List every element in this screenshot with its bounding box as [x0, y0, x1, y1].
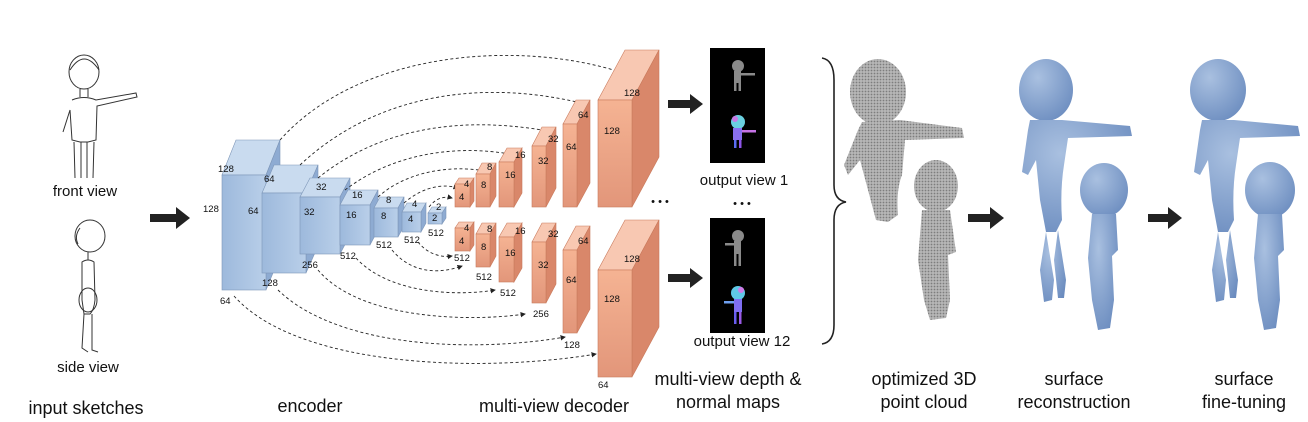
svg-text:128: 128: [218, 164, 234, 175]
encoder-dims: 128 128 64 64 64 128 32 32 256 16 16 512…: [203, 164, 444, 307]
output-ellipsis: • • •: [733, 198, 751, 210]
svg-text:64: 64: [566, 275, 577, 286]
svg-text:64: 64: [220, 296, 231, 307]
svg-text:64: 64: [578, 236, 589, 247]
finetune-label-line2: fine-tuning: [1202, 392, 1286, 412]
svg-text:4: 4: [464, 179, 469, 190]
normal-map-1: [731, 115, 756, 148]
side-view-sketch: [74, 219, 106, 353]
point-cloud: [844, 59, 964, 320]
svg-text:32: 32: [304, 207, 315, 218]
svg-text:4: 4: [459, 192, 464, 203]
decoder-ellipsis: • • •: [651, 196, 669, 208]
output-view-1: [710, 48, 765, 163]
svg-text:16: 16: [505, 248, 516, 259]
side-view-label: side view: [57, 359, 119, 376]
front-view-sketch: [62, 54, 138, 179]
output-view-1-label: output view 1: [700, 172, 788, 189]
svg-text:16: 16: [515, 226, 526, 237]
svg-text:16: 16: [352, 190, 363, 201]
svg-text:32: 32: [538, 156, 549, 167]
surface-reconstruction-mesh: [1019, 59, 1132, 330]
svg-text:512: 512: [476, 272, 492, 283]
svg-text:128: 128: [624, 88, 640, 99]
decoder-bottom: [454, 219, 660, 378]
decoder-label: multi-view decoder: [479, 396, 629, 416]
svg-text:4: 4: [459, 236, 464, 247]
svg-text:128: 128: [624, 254, 640, 265]
svg-text:512: 512: [404, 235, 420, 246]
arrow-to-finetune: [1148, 207, 1182, 229]
point-cloud-label-line1: optimized 3D: [871, 369, 976, 389]
svg-text:16: 16: [505, 170, 516, 181]
svg-text:512: 512: [454, 253, 470, 264]
depth-map-1: [732, 60, 755, 91]
skip-connections: [233, 55, 621, 364]
svg-text:512: 512: [376, 240, 392, 251]
grouping-brace: [821, 57, 847, 345]
decoder-bottom-dims: 4 4 8 8 16 16 32 32 64 64 128 128 512 51…: [454, 223, 640, 391]
svg-text:8: 8: [487, 224, 492, 235]
svg-text:512: 512: [428, 228, 444, 239]
svg-text:128: 128: [203, 204, 219, 215]
svg-text:256: 256: [533, 309, 549, 320]
svg-text:4: 4: [412, 199, 417, 210]
svg-text:8: 8: [381, 211, 386, 222]
svg-text:32: 32: [548, 134, 559, 145]
svg-text:128: 128: [604, 294, 620, 305]
svg-text:8: 8: [481, 242, 486, 253]
svg-text:64: 64: [598, 380, 609, 391]
svg-text:16: 16: [515, 150, 526, 161]
arrow-to-output-1: [668, 94, 703, 114]
input-sketches-label: input sketches: [28, 398, 143, 418]
svg-text:128: 128: [564, 340, 580, 351]
output-view-12: [710, 218, 765, 333]
surface-label-line1: surface: [1044, 369, 1103, 389]
arrow-to-encoder: [150, 207, 190, 229]
svg-text:4: 4: [464, 223, 469, 234]
svg-text:32: 32: [548, 229, 559, 240]
svg-text:256: 256: [302, 260, 318, 271]
svg-text:8: 8: [481, 180, 486, 191]
svg-text:512: 512: [340, 251, 356, 262]
arrow-to-surface: [968, 207, 1004, 229]
svg-text:8: 8: [386, 195, 391, 206]
svg-text:2: 2: [436, 202, 441, 213]
svg-text:128: 128: [604, 126, 620, 137]
svg-text:32: 32: [316, 182, 327, 193]
svg-text:2: 2: [432, 213, 437, 224]
svg-text:512: 512: [500, 288, 516, 299]
output-view-12-label: output view 12: [694, 333, 791, 350]
svg-text:64: 64: [248, 206, 259, 217]
svg-text:64: 64: [566, 142, 577, 153]
svg-text:4: 4: [408, 214, 413, 225]
surface-finetuning-mesh: [1190, 59, 1300, 330]
svg-text:16: 16: [346, 210, 357, 221]
encoder: [221, 139, 447, 291]
maps-label-line2: normal maps: [676, 392, 780, 412]
svg-text:64: 64: [264, 174, 275, 185]
svg-text:32: 32: [538, 260, 549, 271]
encoder-label: encoder: [277, 396, 342, 416]
svg-text:8: 8: [487, 162, 492, 173]
finetune-label-line1: surface: [1214, 369, 1273, 389]
normal-map-12: [724, 286, 745, 324]
svg-text:128: 128: [262, 278, 278, 289]
depth-map-12: [725, 230, 744, 266]
decoder-top: [454, 49, 660, 209]
svg-text:64: 64: [578, 110, 589, 121]
front-view-label: front view: [53, 183, 117, 200]
maps-label-line1: multi-view depth &: [654, 369, 801, 389]
surface-label-line2: reconstruction: [1017, 392, 1130, 412]
decoder-top-dims: 4 4 8 8 16 16 32 32 64 64 128 128: [459, 88, 640, 203]
arrow-to-output-12: [668, 268, 703, 288]
point-cloud-label-line2: point cloud: [880, 392, 967, 412]
